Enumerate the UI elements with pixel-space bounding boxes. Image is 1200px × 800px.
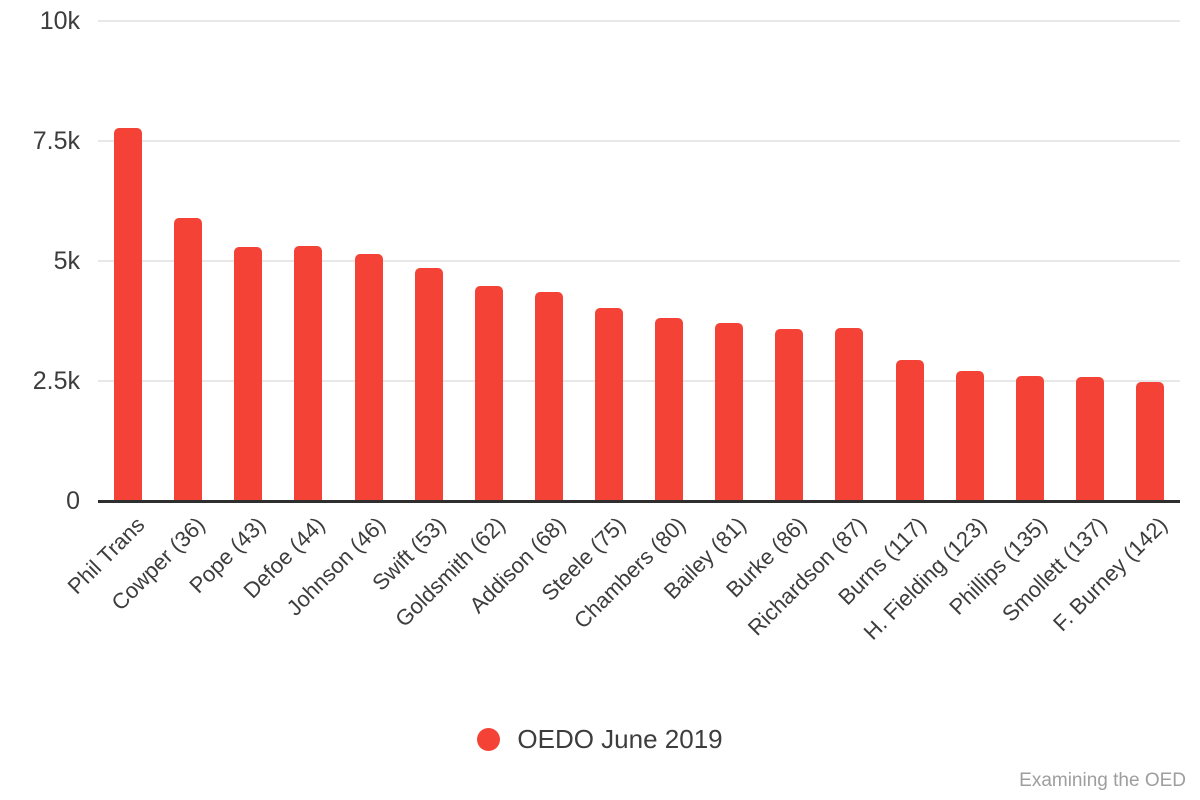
y-tick-label: 7.5k <box>32 127 80 155</box>
y-axis: 0 2.5k 5k 7.5k 10k <box>0 7 80 515</box>
bar-h-fielding-123[interactable] <box>955 371 984 501</box>
gridline <box>98 140 1180 142</box>
bar-richardson-87[interactable] <box>835 328 864 501</box>
bar-swift-53[interactable] <box>414 268 443 501</box>
watermark: Examining the OED <box>1019 770 1186 791</box>
y-tick-label: 10k <box>39 7 80 35</box>
y-tick-label: 2.5k <box>32 367 80 395</box>
bar-pope-43[interactable] <box>234 247 263 501</box>
x-axis-labels: Phil Trans Cowper (36) Pope (43) Defoe (44)… <box>63 512 1180 702</box>
bar-goldsmith-62[interactable] <box>474 286 503 501</box>
bar-johnson-46[interactable] <box>354 254 383 501</box>
gridline <box>98 380 1180 382</box>
bar-steele-75[interactable] <box>594 308 623 501</box>
gridline <box>98 20 1180 22</box>
bar-bailey-81[interactable] <box>715 323 744 501</box>
y-tick-label: 5k <box>53 247 80 275</box>
legend-series-marker-icon <box>477 728 501 751</box>
legend-label: OEDO June 2019 <box>517 724 723 754</box>
bar-chambers-80[interactable] <box>655 318 684 501</box>
bar-burke-86[interactable] <box>775 329 804 501</box>
x-axis-line <box>98 500 1180 503</box>
bar-phil-trans[interactable] <box>114 128 143 501</box>
gridline <box>98 260 1180 262</box>
bar-defoe-44[interactable] <box>294 246 323 501</box>
y-tick-label: 0 <box>66 487 80 515</box>
bar-cowper-36[interactable] <box>174 218 203 501</box>
bar-addison-68[interactable] <box>534 292 563 501</box>
bar-phillips-135[interactable] <box>1015 376 1044 501</box>
plot-area <box>98 20 1180 503</box>
legend: OEDO June 2019 <box>0 724 1200 755</box>
legend-item-oedo-june-2019[interactable]: OEDO June 2019 <box>477 724 723 755</box>
bar-f-burney-142[interactable] <box>1135 382 1164 501</box>
bar-smollett-137[interactable] <box>1075 377 1104 501</box>
bar-burns-117[interactable] <box>895 360 924 501</box>
